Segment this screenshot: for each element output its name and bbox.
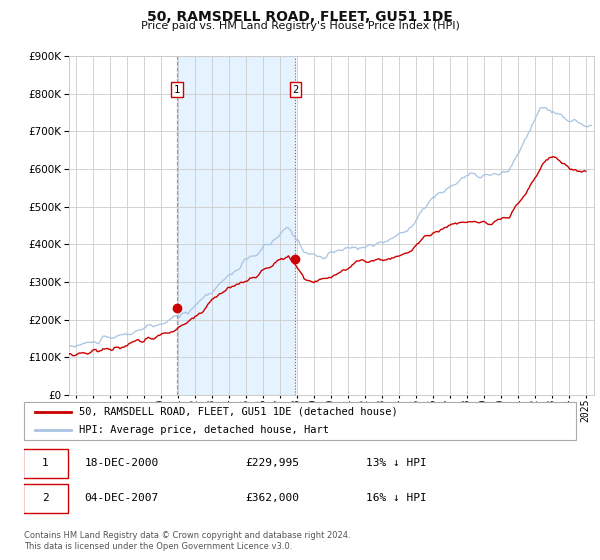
Text: 1: 1 xyxy=(42,458,49,468)
Text: 16% ↓ HPI: 16% ↓ HPI xyxy=(366,493,427,503)
Text: 2: 2 xyxy=(292,85,298,95)
Text: 50, RAMSDELL ROAD, FLEET, GU51 1DE: 50, RAMSDELL ROAD, FLEET, GU51 1DE xyxy=(147,10,453,24)
Text: This data is licensed under the Open Government Licence v3.0.: This data is licensed under the Open Gov… xyxy=(24,542,292,550)
Text: 1: 1 xyxy=(174,85,180,95)
FancyBboxPatch shape xyxy=(23,449,68,478)
Text: 2: 2 xyxy=(42,493,49,503)
Text: 13% ↓ HPI: 13% ↓ HPI xyxy=(366,458,427,468)
Text: HPI: Average price, detached house, Hart: HPI: Average price, detached house, Hart xyxy=(79,425,329,435)
FancyBboxPatch shape xyxy=(23,484,68,513)
Text: 04-DEC-2007: 04-DEC-2007 xyxy=(85,493,159,503)
Text: £362,000: £362,000 xyxy=(245,493,299,503)
FancyBboxPatch shape xyxy=(24,402,576,440)
Text: Price paid vs. HM Land Registry's House Price Index (HPI): Price paid vs. HM Land Registry's House … xyxy=(140,21,460,31)
Text: Contains HM Land Registry data © Crown copyright and database right 2024.: Contains HM Land Registry data © Crown c… xyxy=(24,531,350,540)
Text: 18-DEC-2000: 18-DEC-2000 xyxy=(85,458,159,468)
Bar xyxy=(177,56,295,395)
Text: 50, RAMSDELL ROAD, FLEET, GU51 1DE (detached house): 50, RAMSDELL ROAD, FLEET, GU51 1DE (deta… xyxy=(79,407,398,417)
Text: £229,995: £229,995 xyxy=(245,458,299,468)
